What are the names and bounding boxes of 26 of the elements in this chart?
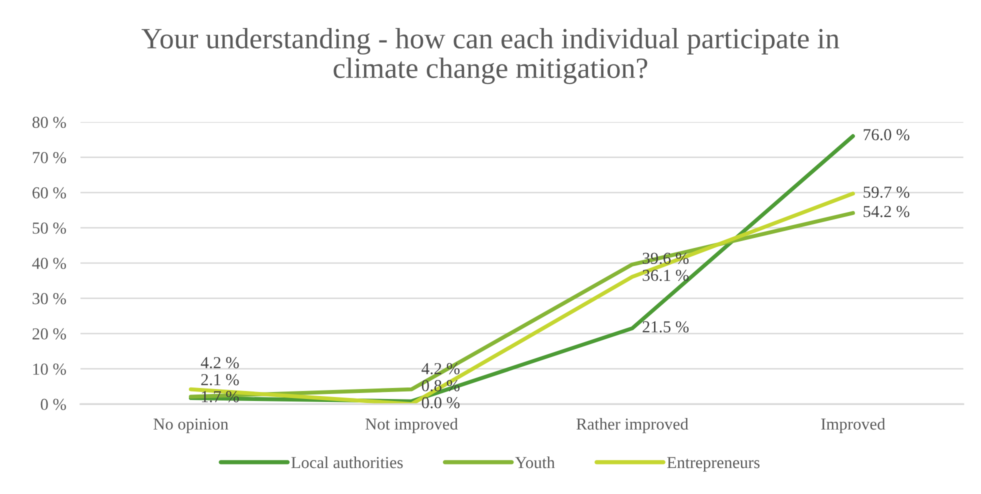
chart-title: Your understanding - how can each individual participate in climate change mitigation?: [142, 28, 840, 84]
x-tick-label: Improved: [821, 418, 886, 434]
x-tick-label: No opinion: [154, 418, 228, 434]
data-label: 36.1 %: [642, 270, 689, 282]
data-label: 0.0 %: [422, 397, 460, 408]
data-label: 76.0 %: [864, 129, 910, 140]
y-tick-label: 50 %: [32, 222, 66, 234]
y-tick-label: 40 %: [32, 258, 66, 270]
legend-label: Entrepreneurs: [667, 457, 760, 472]
y-tick-label: 70 %: [32, 152, 66, 164]
data-label: 2.1 %: [201, 374, 239, 386]
data-label: 4.2 %: [200, 357, 239, 368]
y-tick-label: 80 %: [32, 116, 66, 128]
y-tick-label: 10 %: [33, 364, 66, 375]
data-label: 21.5 %: [642, 321, 689, 333]
y-tick-label: 20 %: [32, 328, 66, 340]
data-label: 1.7 %: [202, 391, 239, 402]
x-tick-label: Not improved: [365, 418, 458, 434]
y-tick-label: 0 %: [40, 398, 66, 410]
data-label: 59.7 %: [864, 186, 910, 198]
y-tick-label: 30 %: [32, 293, 66, 304]
legend-label: Youth: [515, 456, 555, 468]
x-tick-label: Rather improved: [576, 418, 688, 434]
data-label: 54.2 %: [864, 206, 910, 218]
y-tick-label: 60 %: [32, 187, 66, 199]
legend-label: Local authorities: [291, 456, 403, 468]
